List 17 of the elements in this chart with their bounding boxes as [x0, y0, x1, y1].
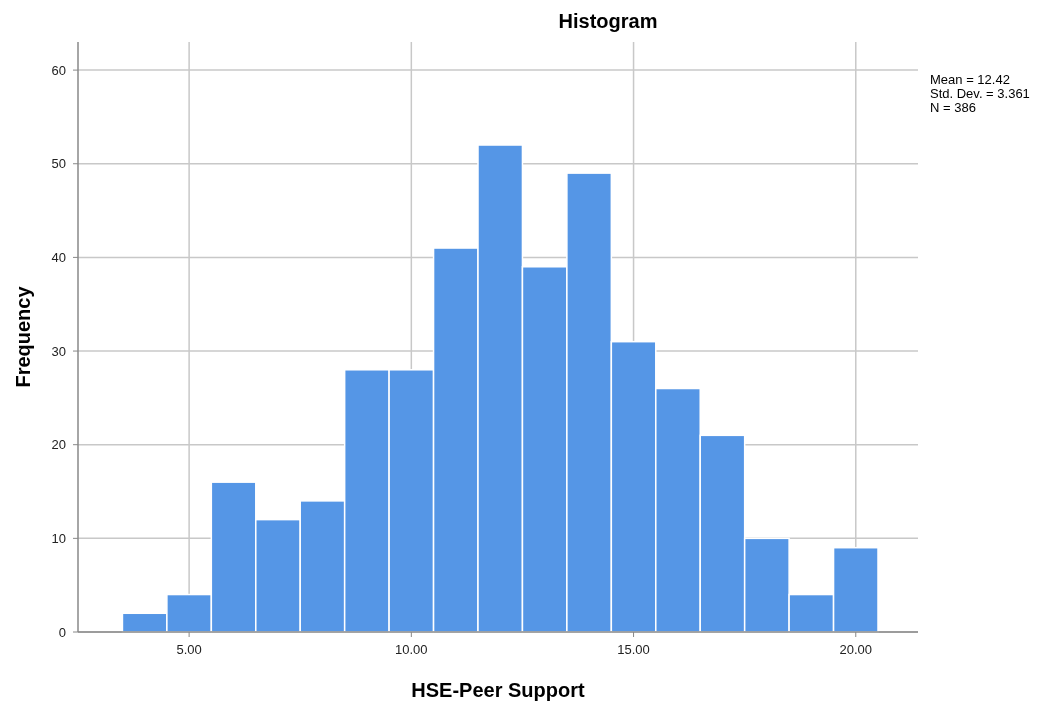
x-tick-label: 20.00 [839, 642, 873, 657]
y-tick-label: 60 [51, 62, 66, 78]
y-tick-label: 40 [51, 249, 66, 265]
y-axis-title: Frequency [12, 285, 34, 388]
text: Mean = 12.42 [930, 72, 1010, 87]
text: Std. Dev. = 3.361 [930, 86, 1030, 101]
x-tick-label: 15.00 [617, 642, 650, 657]
x-tick-label: 5.00 [176, 642, 202, 657]
y-tick-label: 50 [51, 156, 66, 172]
y-tick-label: 0 [58, 624, 66, 640]
x-tick-label: 10.00 [395, 642, 428, 657]
y-tick-label: 20 [51, 437, 66, 453]
x-axis-title: HSE-Peer Support [411, 679, 586, 701]
chart-title: Histogram [558, 10, 658, 32]
y-tick-label: 10 [51, 530, 66, 546]
y-tick-label: 30 [51, 343, 66, 359]
text: N = 386 [930, 100, 976, 115]
